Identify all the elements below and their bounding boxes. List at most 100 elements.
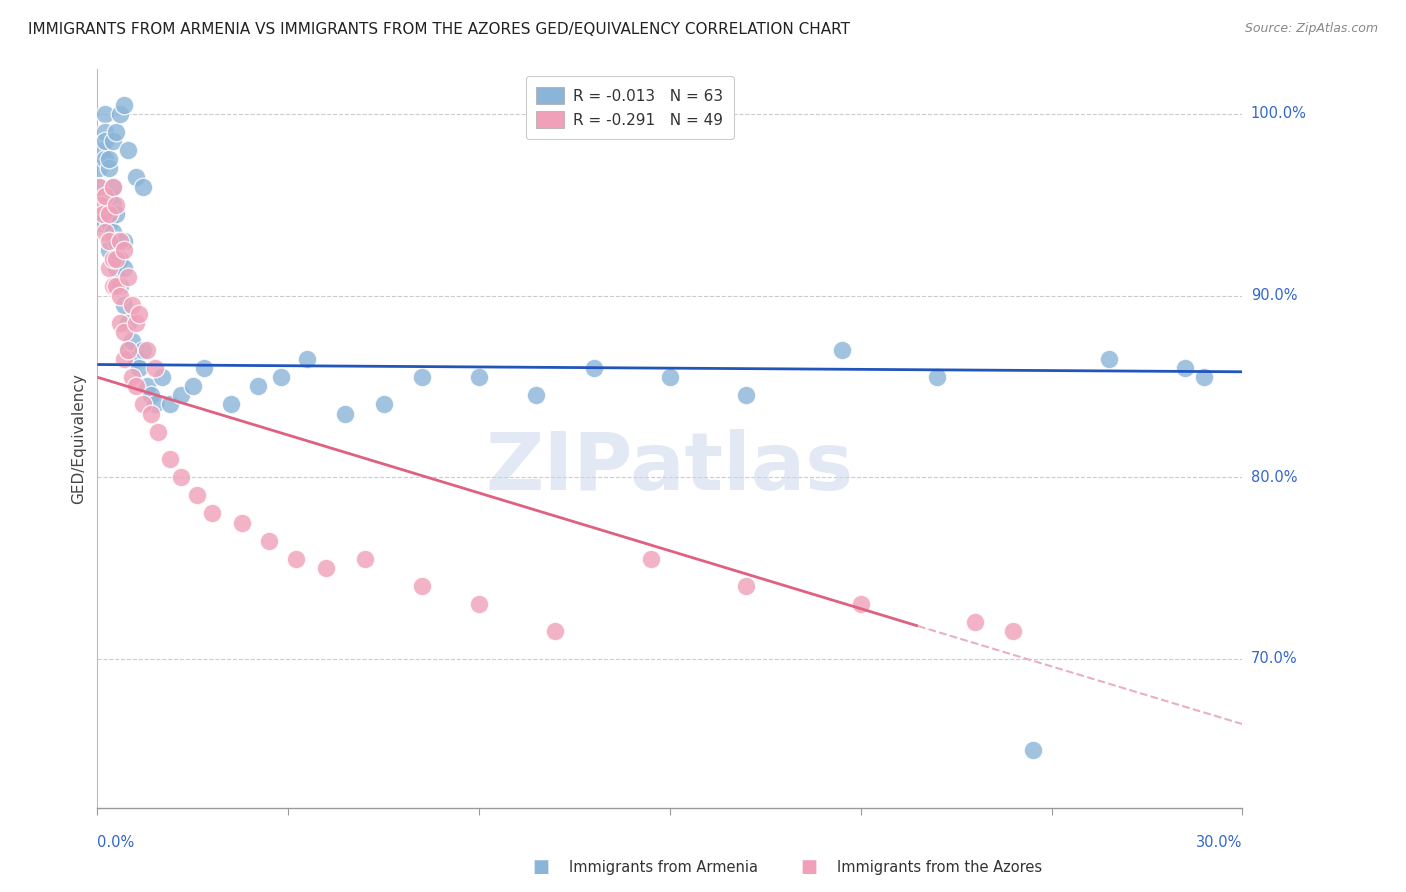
Point bbox=[297, 352, 319, 367]
Point bbox=[124, 352, 146, 367]
Point bbox=[94, 107, 117, 121]
Text: ■: ■ bbox=[533, 858, 550, 876]
Point bbox=[831, 343, 853, 357]
Point bbox=[524, 388, 547, 402]
Point bbox=[97, 216, 120, 230]
Point bbox=[101, 252, 124, 267]
Point bbox=[97, 207, 120, 221]
Text: 70.0%: 70.0% bbox=[1251, 651, 1298, 666]
Y-axis label: GED/Equivalency: GED/Equivalency bbox=[72, 373, 86, 503]
Point bbox=[110, 234, 132, 248]
Point bbox=[101, 198, 124, 212]
Point bbox=[110, 252, 132, 267]
Point bbox=[143, 361, 166, 376]
Point bbox=[117, 316, 139, 330]
Point bbox=[112, 243, 135, 257]
Point bbox=[170, 470, 193, 484]
Text: 0.0%: 0.0% bbox=[97, 836, 135, 850]
Point bbox=[101, 179, 124, 194]
Text: IMMIGRANTS FROM ARMENIA VS IMMIGRANTS FROM THE AZORES GED/EQUIVALENCY CORRELATIO: IMMIGRANTS FROM ARMENIA VS IMMIGRANTS FR… bbox=[28, 22, 851, 37]
Point bbox=[89, 161, 111, 176]
Point bbox=[112, 352, 135, 367]
Point bbox=[193, 361, 215, 376]
Text: Source: ZipAtlas.com: Source: ZipAtlas.com bbox=[1244, 22, 1378, 36]
Point bbox=[105, 252, 128, 267]
Point bbox=[94, 134, 117, 148]
Point bbox=[246, 379, 269, 393]
Point bbox=[89, 179, 111, 194]
Point bbox=[139, 388, 162, 402]
Point bbox=[181, 379, 204, 393]
Point bbox=[110, 316, 132, 330]
Point bbox=[124, 170, 146, 185]
Point bbox=[112, 98, 135, 112]
Point bbox=[121, 297, 143, 311]
Point bbox=[112, 234, 135, 248]
Point bbox=[1194, 370, 1216, 384]
Text: 90.0%: 90.0% bbox=[1251, 288, 1298, 303]
Point bbox=[90, 179, 112, 194]
Point bbox=[110, 288, 132, 302]
Point bbox=[132, 397, 155, 411]
Point bbox=[101, 134, 124, 148]
Point bbox=[94, 188, 117, 202]
Point bbox=[925, 370, 948, 384]
Point bbox=[335, 407, 357, 421]
Point bbox=[849, 597, 872, 611]
Point bbox=[101, 179, 124, 194]
Point bbox=[373, 397, 395, 411]
Point bbox=[139, 407, 162, 421]
Text: 80.0%: 80.0% bbox=[1251, 469, 1298, 484]
Point bbox=[117, 343, 139, 357]
Point bbox=[159, 452, 181, 467]
Point bbox=[128, 361, 150, 376]
Point bbox=[1021, 742, 1043, 756]
Point bbox=[101, 225, 124, 239]
Point bbox=[91, 207, 114, 221]
Point bbox=[257, 533, 280, 548]
Point bbox=[143, 397, 166, 411]
Point bbox=[148, 425, 170, 439]
Point bbox=[105, 125, 128, 139]
Point bbox=[94, 125, 117, 139]
Point bbox=[117, 270, 139, 285]
Point bbox=[105, 198, 128, 212]
Point bbox=[94, 153, 117, 167]
Point bbox=[105, 279, 128, 293]
Point bbox=[97, 188, 120, 202]
Point bbox=[112, 325, 135, 339]
Point bbox=[112, 297, 135, 311]
Text: Immigrants from the Azores: Immigrants from the Azores bbox=[837, 860, 1042, 874]
Point bbox=[132, 179, 155, 194]
Point bbox=[132, 343, 155, 357]
Point bbox=[101, 279, 124, 293]
Point bbox=[97, 161, 120, 176]
Point bbox=[121, 334, 143, 348]
Point bbox=[201, 507, 224, 521]
Point bbox=[110, 107, 132, 121]
Point bbox=[124, 379, 146, 393]
Point bbox=[97, 243, 120, 257]
Point bbox=[105, 234, 128, 248]
Point bbox=[1174, 361, 1197, 376]
Point bbox=[94, 225, 117, 239]
Point bbox=[468, 597, 491, 611]
Point bbox=[90, 216, 112, 230]
Point bbox=[219, 397, 242, 411]
Text: 100.0%: 100.0% bbox=[1251, 106, 1306, 121]
Point bbox=[97, 153, 120, 167]
Point bbox=[735, 388, 758, 402]
Point bbox=[468, 370, 491, 384]
Point bbox=[1098, 352, 1121, 367]
Point bbox=[284, 551, 307, 566]
Point bbox=[105, 207, 128, 221]
Point bbox=[186, 488, 208, 502]
Point bbox=[128, 307, 150, 321]
Point bbox=[117, 343, 139, 357]
Point bbox=[110, 279, 132, 293]
Legend: R = -0.013   N = 63, R = -0.291   N = 49: R = -0.013 N = 63, R = -0.291 N = 49 bbox=[526, 76, 734, 139]
Text: ZIPatlas: ZIPatlas bbox=[485, 429, 853, 507]
Point bbox=[159, 397, 181, 411]
Point bbox=[136, 343, 159, 357]
Point bbox=[90, 198, 112, 212]
